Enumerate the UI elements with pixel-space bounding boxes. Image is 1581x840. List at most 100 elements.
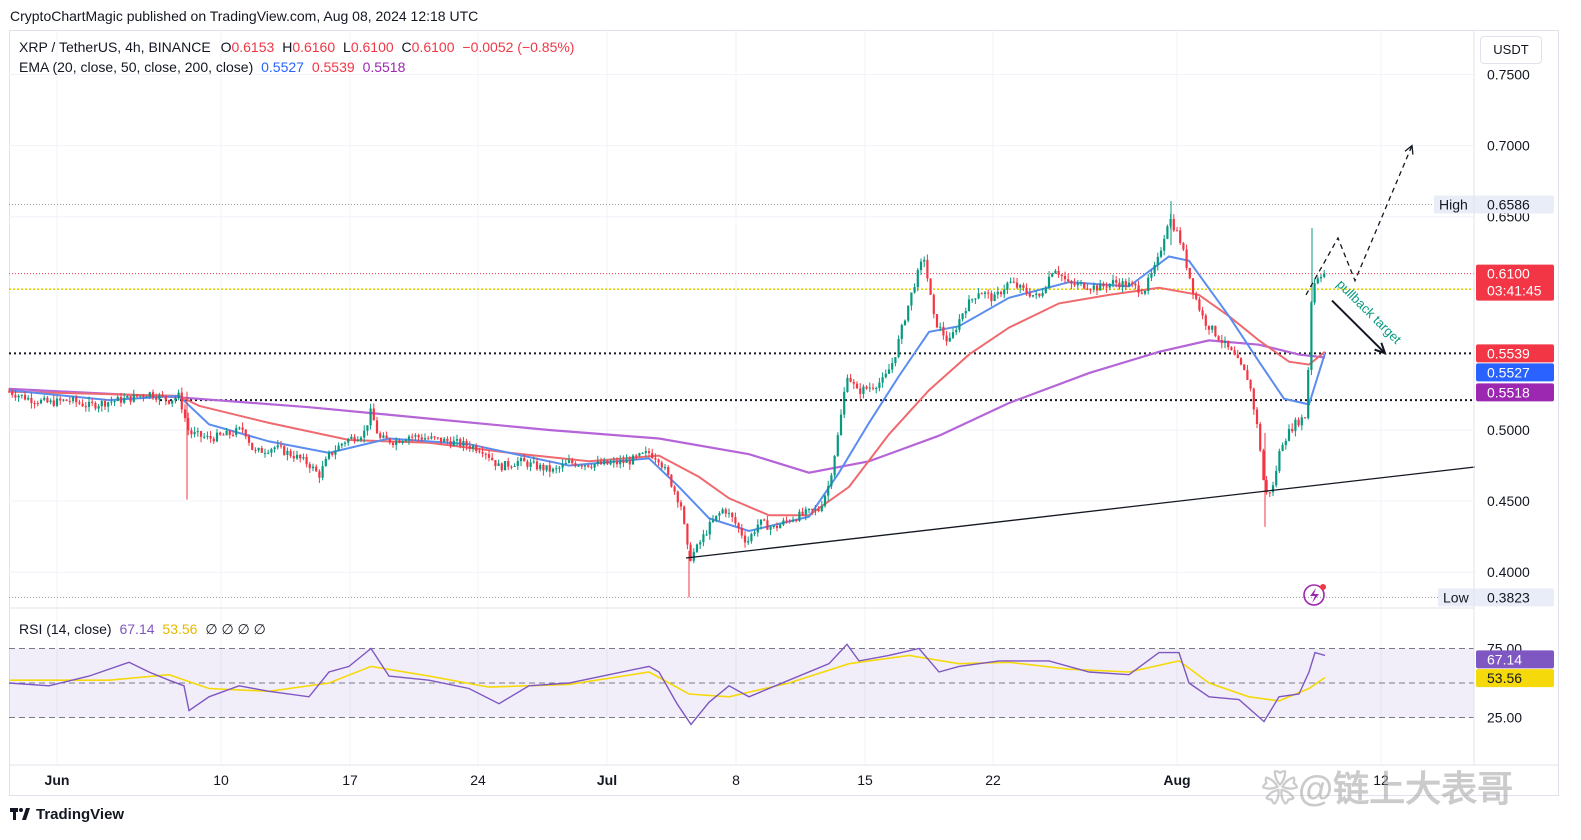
- alert-icon-bolt: [1310, 588, 1319, 603]
- candle-body: [961, 313, 964, 320]
- candle-body: [503, 461, 507, 471]
- candle-body: [145, 396, 148, 398]
- candle-body: [7, 391, 11, 393]
- candle-body: [1003, 289, 1006, 295]
- candle-body: [94, 403, 97, 409]
- publisher-line: CryptoChartMagic published on TradingVie…: [10, 8, 479, 24]
- candle-body: [558, 467, 561, 469]
- candle-body: [1188, 267, 1191, 279]
- candle-body: [535, 461, 539, 470]
- candle-body: [443, 438, 446, 443]
- candle-body: [1134, 283, 1137, 286]
- candle-body: [155, 397, 158, 400]
- candle-body: [910, 292, 913, 306]
- candle-body: [571, 460, 574, 464]
- currency-button[interactable]: USDT: [1480, 36, 1542, 64]
- high-value-tag-bg: [1476, 195, 1554, 214]
- candle-body: [763, 519, 766, 521]
- candle-body: [20, 394, 23, 396]
- candle-body: [55, 398, 59, 406]
- rsi-ma-tag: 53.56: [1487, 670, 1522, 686]
- candle-body: [1214, 325, 1217, 337]
- candle-body: [148, 392, 151, 397]
- ohlc-legend[interactable]: XRP / TetherUS, 4h, BINANCE O0.6153 H0.6…: [19, 39, 574, 55]
- close-label: C: [401, 39, 412, 55]
- ema200-value: 0.5518: [362, 59, 406, 75]
- candle-body: [113, 401, 116, 403]
- candle-body: [775, 525, 779, 529]
- candle-body: [977, 293, 980, 299]
- candle-body: [324, 458, 327, 467]
- candle-body: [859, 388, 862, 394]
- candle-body: [462, 440, 465, 447]
- candle-body: [1185, 249, 1188, 268]
- symbol-label[interactable]: XRP / TetherUS, 4h, BINANCE: [19, 39, 211, 55]
- candle-body: [526, 461, 529, 467]
- candle-body: [177, 392, 180, 398]
- time-tick-label: 17: [342, 772, 358, 788]
- last-price-bg: [1476, 264, 1554, 301]
- ema-legend[interactable]: EMA (20, close, 50, close, 200, close) 0…: [19, 59, 405, 75]
- candle-body: [737, 523, 740, 528]
- candle-body: [1156, 256, 1159, 265]
- candle-body: [548, 465, 551, 472]
- candle-body: [433, 436, 436, 438]
- rsi-legend[interactable]: RSI (14, close) 67.14 53.56 ∅ ∅ ∅ ∅: [19, 621, 266, 638]
- candle-body: [817, 509, 820, 512]
- candle-body: [1230, 347, 1233, 351]
- candle-body: [1323, 273, 1326, 277]
- candle-body: [718, 513, 721, 516]
- candle-body: [734, 517, 737, 524]
- candle-body: [225, 430, 228, 436]
- price-tick-label: 0.4000: [1487, 564, 1530, 580]
- candle-body: [907, 305, 910, 321]
- candle-body: [1191, 278, 1195, 294]
- ema20-value: 0.5527: [261, 59, 304, 75]
- low-value-tag-bg: [1476, 588, 1554, 607]
- candle-body: [849, 377, 852, 382]
- rsi-extra-values: ∅ ∅ ∅ ∅: [205, 621, 266, 637]
- candle-body: [11, 391, 14, 395]
- candle-body: [75, 397, 78, 403]
- candle-body: [439, 437, 443, 443]
- candle-body: [667, 467, 670, 475]
- candle-body: [91, 401, 94, 404]
- time-tick-label: 24: [470, 772, 486, 788]
- candle-body: [449, 441, 452, 446]
- candle-body: [593, 464, 596, 468]
- candle-body: [315, 466, 318, 472]
- candle-body: [1166, 226, 1169, 239]
- rsi-label[interactable]: RSI (14, close): [19, 621, 112, 637]
- candle-body: [161, 394, 164, 397]
- candle-body: [1070, 281, 1073, 284]
- candle-body: [222, 434, 225, 436]
- candle-body: [423, 438, 427, 440]
- tradingview-wordmark: TradingView: [36, 806, 125, 823]
- candle-body: [1060, 274, 1063, 276]
- ema-label[interactable]: EMA (20, close, 50, close, 200, close): [19, 59, 254, 75]
- candle-body: [814, 509, 817, 511]
- candle-body: [167, 400, 171, 404]
- candle-body: [948, 337, 951, 342]
- candle-body: [999, 291, 1003, 295]
- candle-body: [1105, 286, 1108, 288]
- candle-body: [295, 454, 299, 459]
- candle-body: [446, 438, 449, 442]
- candle-body: [827, 485, 830, 496]
- candle-body: [391, 442, 395, 445]
- rsi-ma-tag-bg: [1476, 669, 1554, 688]
- candle-body: [468, 445, 471, 449]
- candle-body: [843, 391, 846, 415]
- candle-body: [1211, 325, 1214, 330]
- low-value: 0.6100: [350, 39, 394, 55]
- candle-body: [337, 445, 340, 451]
- ema20-tag-bg: [1476, 363, 1554, 382]
- candle-body: [894, 357, 897, 364]
- tradingview-logo[interactable]: TradingView: [10, 806, 124, 823]
- candle-body: [321, 466, 324, 478]
- candle-body: [33, 403, 36, 405]
- candle-body: [798, 511, 801, 521]
- time-tick-label: 12: [1373, 772, 1389, 788]
- candle-body: [1127, 282, 1131, 287]
